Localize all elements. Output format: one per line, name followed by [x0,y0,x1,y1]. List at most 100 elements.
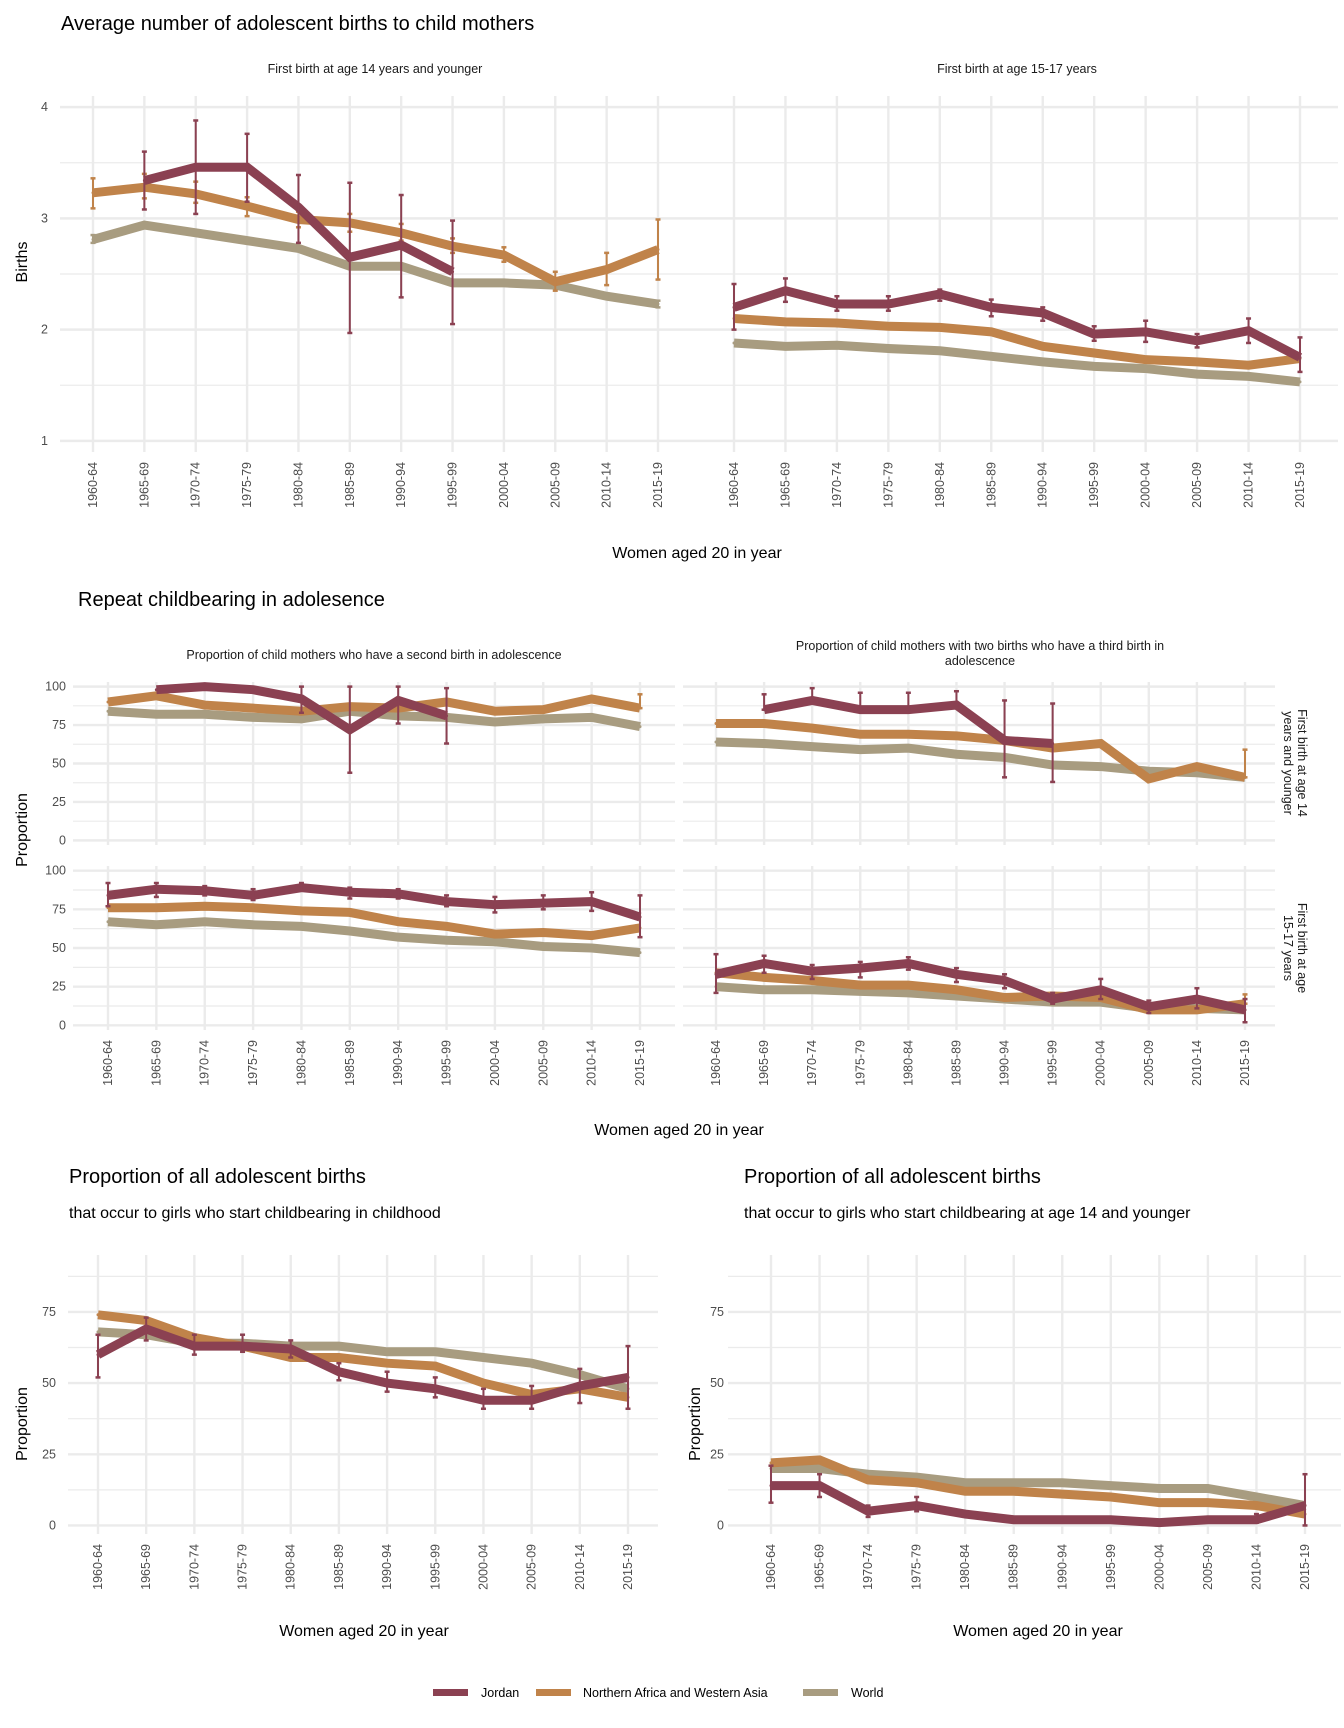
data-point-world [445,938,449,942]
y-tick-label: 25 [52,795,66,809]
data-point-world [915,1475,919,1479]
data-point-northern-africa-and-western-asia [1099,742,1103,746]
data-point-world [541,717,545,721]
x-tick-label: 1980-84 [294,1040,308,1086]
data-point-world [1092,364,1096,368]
legend-swatch-nawa [536,1689,571,1696]
data-point-northern-africa-and-western-asia [1195,765,1199,769]
x-tick-label: 1960-64 [764,1544,778,1590]
data-point-northern-africa-and-western-asia [1092,351,1096,355]
data-point-northern-africa-and-western-asia [154,694,158,698]
x-tick-label: 1965-69 [137,462,151,508]
data-point-northern-africa-and-western-asia [1003,996,1007,1000]
data-point-world [714,740,718,744]
panel-repeat_second_1517: 0 25 50 75 100 1960-64 1965-69 1970-74 1975-79 19… [45,864,675,1086]
data-point-world [906,991,910,995]
strip-label-top: First birth at age 14 years and younger [268,62,483,76]
x-tick-label: 1995-99 [440,1040,454,1086]
data-point-world [638,725,642,729]
panel-repeat_second_14: 0 25 50 75 100 Proportion of child mothers wh… [45,648,675,847]
series-line-jordan [715,958,1246,1015]
data-point-world [954,994,958,998]
data-point-northern-africa-and-western-asia [1254,1504,1258,1508]
data-point-world [590,715,594,719]
x-tick-label: 1995-99 [428,1544,442,1590]
x-tick-label: 2015-19 [651,462,665,508]
births-y-axis-title: Births [14,242,31,283]
data-point-world [385,1350,389,1354]
x-tick-label: 2010-14 [585,1040,599,1086]
y-tick-label: 50 [710,1376,724,1390]
data-point-northern-africa-and-western-asia [1206,1501,1210,1505]
data-point-northern-africa-and-western-asia [954,988,958,992]
series-line-world [715,737,1246,782]
strip-label-right: First birth at age [1295,903,1309,993]
data-point-northern-africa-and-western-asia [762,722,766,726]
x-tick-label: 1980-84 [958,1544,972,1590]
x-tick-label: 1985-89 [343,1040,357,1086]
data-point-northern-africa-and-western-asia [954,734,958,738]
data-point-world [1206,1486,1210,1490]
x-tick-label: 1970-74 [187,1544,201,1590]
data-point-northern-africa-and-western-asia [818,1458,822,1462]
data-point-northern-africa-and-western-asia [541,931,545,935]
data-point-northern-africa-and-western-asia [989,330,993,334]
data-point-world [154,923,158,927]
data-point-northern-africa-and-western-asia [1157,1501,1161,1505]
data-point-world [810,988,814,992]
panel-births_1517: 1960-64 1965-69 1970-74 1975-79 1980-84 1985-… [688,62,1338,508]
data-point-jordan [203,685,207,689]
data-point-world [348,929,352,933]
series-line-jordan [107,883,642,922]
y-tick-label: 0 [59,833,66,847]
y-tick-label: 50 [52,757,66,771]
data-point-northern-africa-and-western-asia [203,703,207,707]
x-tick-label: 1965-69 [139,1544,153,1590]
data-point-world [203,712,207,716]
data-point-world [1147,769,1151,773]
data-point-northern-africa-and-western-asia [858,983,862,987]
repeat-x-axis-title: Women aged 20 in year [594,1122,764,1139]
data-point-northern-africa-and-western-asia [769,1461,773,1465]
data-point-world [1298,380,1302,384]
series-line-world [91,220,659,309]
series-line-northern-africa-and-western-asia [107,691,641,716]
x-tick-label: 1960-64 [91,1544,105,1590]
x-tick-label: 1980-84 [284,1544,298,1590]
data-point-world [762,742,766,746]
x-tick-label: 1995-99 [1104,1544,1118,1590]
x-tick-label: 1970-74 [189,462,203,508]
y-tick-label: 75 [52,902,66,916]
x-tick-label: 1975-79 [853,1040,867,1086]
data-point-northern-africa-and-western-asia [106,700,110,704]
x-tick-label: 1975-79 [246,1040,260,1086]
y-tick-label: 50 [42,1376,56,1390]
data-point-world [963,1481,967,1485]
series-line-world [733,338,1301,387]
series-line-jordan [771,1481,1307,1528]
x-tick-label: 1995-99 [1087,462,1101,508]
data-point-world [638,951,642,955]
x-tick-label: 1995-99 [1046,1040,1060,1086]
data-point-world [1144,367,1148,371]
data-point-world [337,1344,341,1348]
data-point-world [1012,1481,1016,1485]
data-point-world [299,717,303,721]
data-point-northern-africa-and-western-asia [714,722,718,726]
x-tick-label: 2005-09 [536,1040,550,1086]
x-tick-label: 1970-74 [198,1040,212,1086]
strip-label-right-line2: 15-17 years [1281,915,1295,981]
prop-childhood-y-axis-title: Proportion [14,1387,31,1461]
y-tick-label: 75 [52,718,66,732]
legend-label-jordan: Jordan [481,1686,519,1700]
x-tick-label: 2015-19 [1293,462,1307,508]
x-tick-label: 2010-14 [600,462,614,508]
data-point-jordan [1206,1518,1210,1522]
panel-births_14: 1 2 3 4 1960-64 1965-69 1970-74 1975-79 1980-84 1… [41,62,688,508]
x-tick-label: 1995-99 [446,462,460,508]
data-point-world [433,1350,437,1354]
data-point-world [906,746,910,750]
repeat-section-title: Repeat childbearing in adolesence [78,589,385,611]
data-point-world [732,341,736,345]
data-point-northern-africa-and-western-asia [348,910,352,914]
